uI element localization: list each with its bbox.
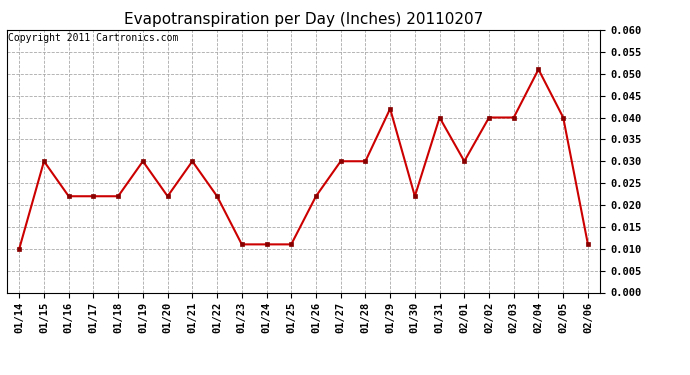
- Title: Evapotranspiration per Day (Inches) 20110207: Evapotranspiration per Day (Inches) 2011…: [124, 12, 483, 27]
- Text: Copyright 2011 Cartronics.com: Copyright 2011 Cartronics.com: [8, 33, 179, 43]
